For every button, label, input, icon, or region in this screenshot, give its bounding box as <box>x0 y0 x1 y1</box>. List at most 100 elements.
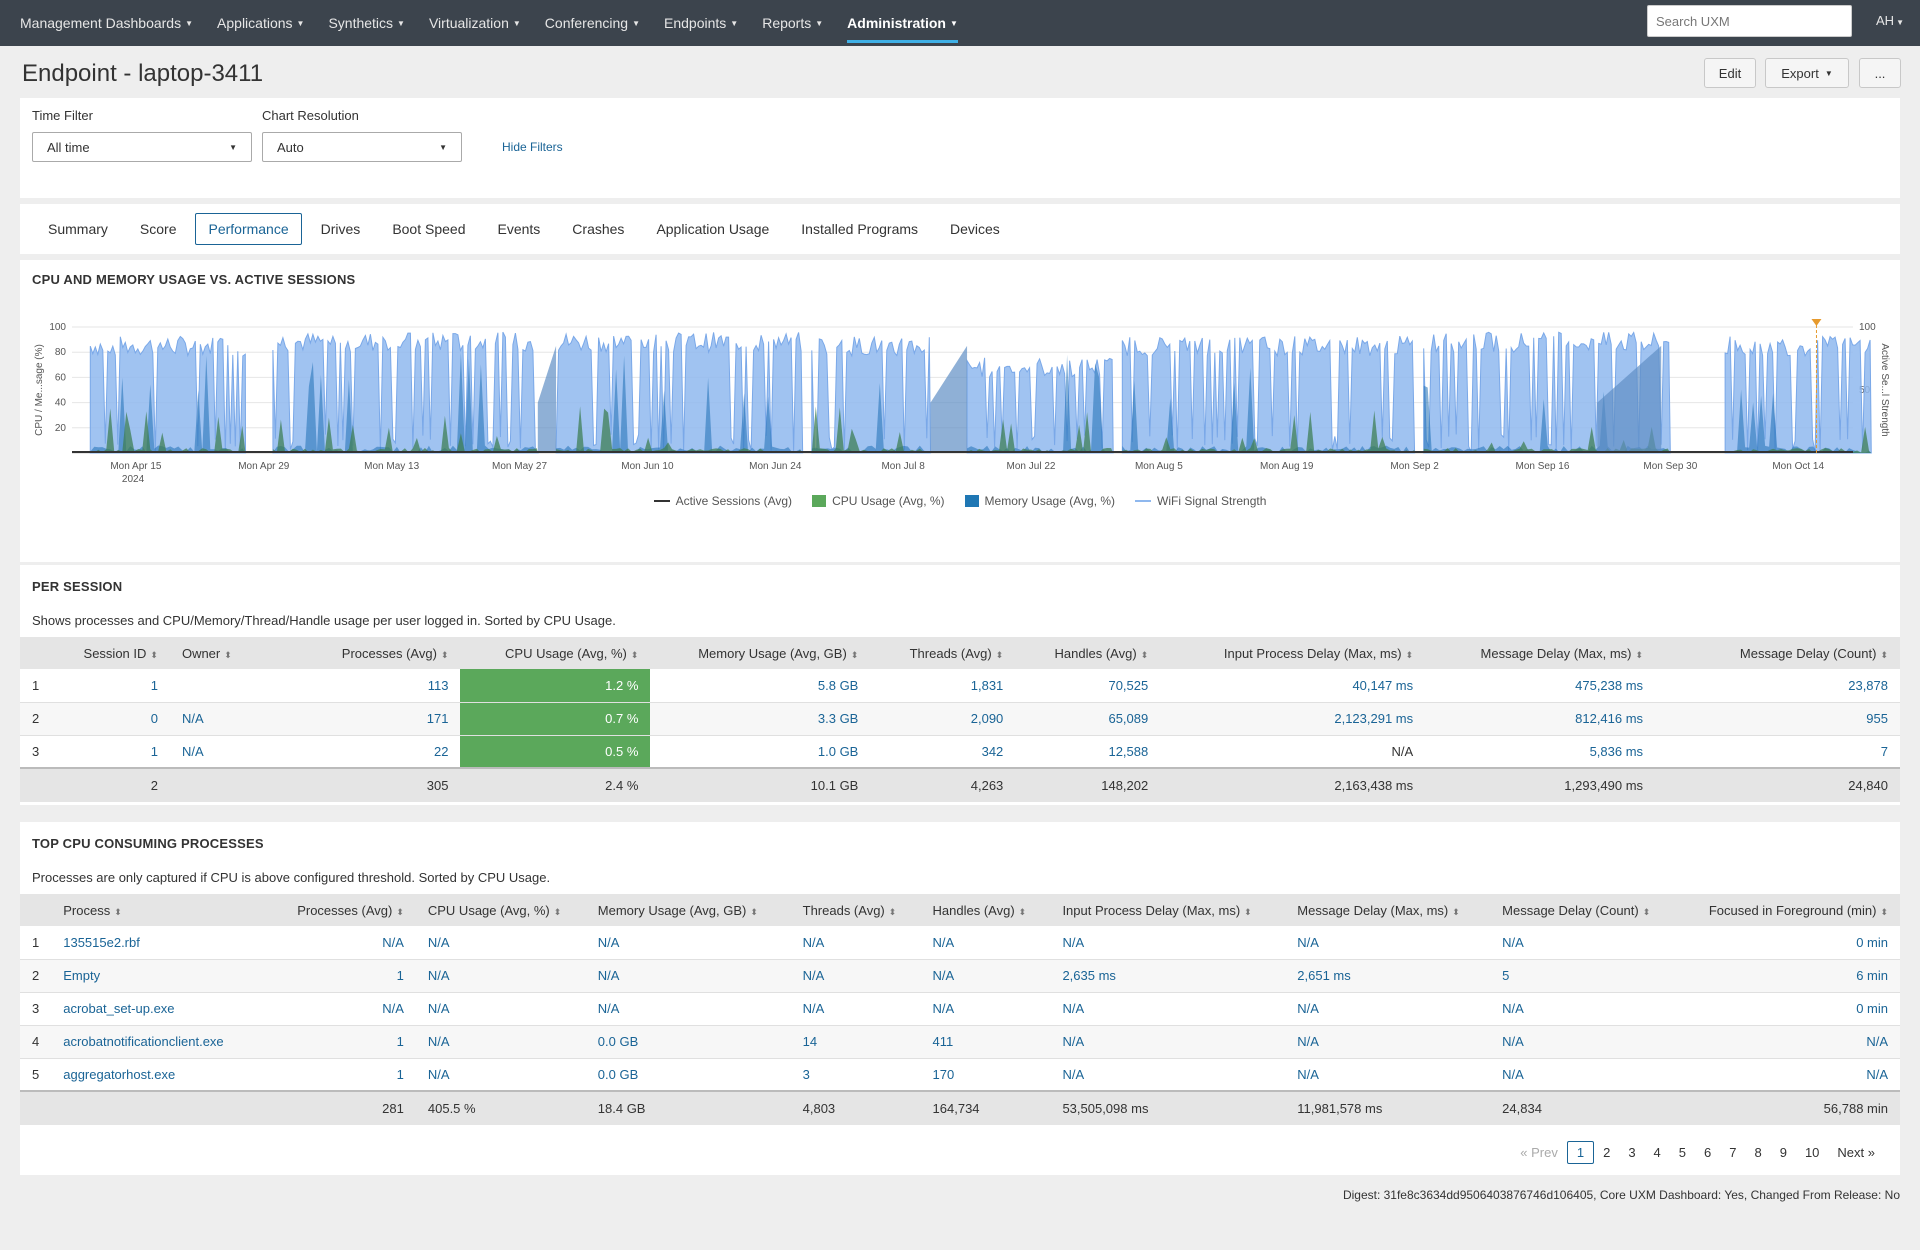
tab-score[interactable]: Score <box>139 221 177 237</box>
nav-item-management-dashboards[interactable]: Management Dashboards ▼ <box>8 0 205 46</box>
cell-memory[interactable]: 5.8 GB <box>650 669 871 703</box>
cell-process[interactable]: aggregatorhost.exe <box>51 1058 271 1092</box>
cell-owner[interactable]: N/A <box>169 702 330 736</box>
cell-input-delay[interactable]: 2,123,291 ms <box>1160 702 1426 736</box>
cell-handles[interactable]: N/A <box>920 992 1051 1026</box>
col-processes-avg[interactable]: Processes (Avg) ⬍ <box>330 637 461 669</box>
legend-item-cpu-usage-avg[interactable]: CPU Usage (Avg, %) <box>812 494 945 508</box>
export-button[interactable]: Export ▼ <box>1765 58 1849 88</box>
col-owner[interactable]: Owner ⬍ <box>170 637 330 669</box>
legend-item-memory-usage-avg[interactable]: Memory Usage (Avg, %) <box>964 494 1115 508</box>
col-message-delay-count[interactable]: Message Delay (Count) ⬍ <box>1655 637 1900 669</box>
cell-handles[interactable]: N/A <box>920 959 1051 993</box>
cell-memory[interactable]: N/A <box>585 926 791 960</box>
page-7-button[interactable]: 7 <box>1729 1145 1737 1160</box>
col-handles-avg[interactable]: Handles (Avg) ⬍ <box>1015 637 1160 669</box>
cell-cpu[interactable]: N/A <box>415 1058 586 1092</box>
cell-focused[interactable]: N/A <box>1685 1025 1900 1059</box>
cell-session[interactable]: 1 <box>59 735 170 769</box>
col-process[interactable]: Process ⬍ <box>51 894 271 926</box>
more-actions-button[interactable]: ... <box>1859 58 1901 88</box>
cell-session[interactable]: 1 <box>59 669 170 703</box>
nav-item-conferencing[interactable]: Conferencing ▼ <box>533 0 652 46</box>
cell-processes[interactable]: 171 <box>329 702 461 736</box>
col-focused-in-foreground-min[interactable]: Focused in Foreground (min) ⬍ <box>1685 894 1900 926</box>
cell-threads[interactable]: 3 <box>790 1058 921 1092</box>
tab-summary[interactable]: Summary <box>48 221 108 237</box>
search-input[interactable] <box>1647 5 1852 37</box>
cell-focused[interactable]: 0 min <box>1685 926 1900 960</box>
cell-process[interactable]: 135515e2.rbf <box>51 926 271 960</box>
cell-threads[interactable]: 2,090 <box>870 702 1016 736</box>
cell-handles[interactable]: 65,089 <box>1015 702 1161 736</box>
cell-input-delay[interactable]: 40,147 ms <box>1160 669 1426 703</box>
edit-button[interactable]: Edit <box>1704 58 1756 88</box>
cell-input-delay[interactable]: 2,635 ms <box>1050 959 1286 993</box>
cell-focused[interactable]: 6 min <box>1685 959 1900 993</box>
cell-msg-count[interactable]: N/A <box>1490 1058 1685 1092</box>
cell-msg-count[interactable]: N/A <box>1490 992 1685 1026</box>
tab-application-usage[interactable]: Application Usage <box>656 221 770 237</box>
tab-performance[interactable]: Performance <box>195 213 302 245</box>
legend-item-active-sessions-avg[interactable]: Active Sessions (Avg) <box>653 494 792 508</box>
cell-memory[interactable]: 1.0 GB <box>650 735 871 769</box>
cell-msg-count[interactable]: 5 <box>1490 959 1685 993</box>
page-3-button[interactable]: 3 <box>1628 1145 1636 1160</box>
cell-focused[interactable]: N/A <box>1685 1058 1900 1092</box>
annotation-marker-icon[interactable] <box>1811 319 1822 326</box>
cell-handles[interactable]: 12,588 <box>1015 735 1161 769</box>
cell-input-delay[interactable]: N/A <box>1050 992 1286 1026</box>
cell-handles[interactable]: 70,525 <box>1015 669 1161 703</box>
cell-threads[interactable]: 342 <box>870 735 1016 769</box>
tab-events[interactable]: Events <box>497 221 541 237</box>
chart-resolution-select[interactable]: Auto ▼ <box>262 132 462 162</box>
col-threads-avg[interactable]: Threads (Avg) ⬍ <box>870 637 1015 669</box>
tab-boot-speed[interactable]: Boot Speed <box>392 221 466 237</box>
page-9-button[interactable]: 9 <box>1779 1145 1787 1160</box>
cell-threads[interactable]: N/A <box>790 926 921 960</box>
page-2-button[interactable]: 2 <box>1603 1145 1611 1160</box>
legend-item-wifi-signal-strength[interactable]: WiFi Signal Strength <box>1135 494 1266 508</box>
cell-session[interactable]: 0 <box>59 702 170 736</box>
cell-input-delay[interactable]: N/A <box>1050 1025 1286 1059</box>
nav-item-administration[interactable]: Administration ▼ <box>835 0 970 46</box>
col-handles-avg[interactable]: Handles (Avg) ⬍ <box>921 894 1051 926</box>
tab-drives[interactable]: Drives <box>320 221 361 237</box>
user-menu[interactable]: AH ▼ <box>1876 13 1904 28</box>
cell-processes[interactable]: 22 <box>329 735 461 769</box>
tab-devices[interactable]: Devices <box>950 221 1000 237</box>
cell-cpu[interactable]: N/A <box>415 926 586 960</box>
col-cpu-usage-avg[interactable]: CPU Usage (Avg, %) ⬍ <box>460 637 650 669</box>
col-threads-avg[interactable]: Threads (Avg) ⬍ <box>791 894 921 926</box>
cell-memory[interactable]: N/A <box>585 992 791 1026</box>
nav-item-synthetics[interactable]: Synthetics ▼ <box>316 0 417 46</box>
next-page-button[interactable]: Next » <box>1837 1145 1875 1160</box>
cell-input-delay[interactable]: N/A <box>1050 926 1286 960</box>
col-memory-usage-avg-gb[interactable]: Memory Usage (Avg, GB) ⬍ <box>586 894 791 926</box>
col-cpu-usage-avg[interactable]: CPU Usage (Avg, %) ⬍ <box>416 894 586 926</box>
col-input-process-delay-max-ms[interactable]: Input Process Delay (Max, ms) ⬍ <box>1160 637 1425 669</box>
page-4-button[interactable]: 4 <box>1653 1145 1661 1160</box>
cell-memory[interactable]: 0.0 GB <box>585 1058 791 1092</box>
cell-processes[interactable]: N/A <box>270 992 416 1026</box>
prev-page-button[interactable]: « Prev <box>1520 1145 1558 1160</box>
page-8-button[interactable]: 8 <box>1754 1145 1762 1160</box>
cell-process[interactable]: acrobat_set-up.exe <box>51 992 271 1026</box>
cell-processes[interactable]: 1 <box>270 1058 416 1092</box>
cell-handles[interactable]: 411 <box>920 1025 1051 1059</box>
nav-item-applications[interactable]: Applications ▼ <box>205 0 316 46</box>
cell-threads[interactable]: N/A <box>790 992 921 1026</box>
cell-msg-count[interactable]: N/A <box>1490 926 1685 960</box>
cell-msg-delay[interactable]: N/A <box>1285 1058 1491 1092</box>
cell-msg-delay[interactable]: 475,238 ms <box>1425 669 1656 703</box>
nav-item-endpoints[interactable]: Endpoints ▼ <box>652 0 750 46</box>
tab-crashes[interactable]: Crashes <box>572 221 625 237</box>
col-input-process-delay-max-ms[interactable]: Input Process Delay (Max, ms) ⬍ <box>1050 894 1285 926</box>
page-10-button[interactable]: 10 <box>1804 1145 1820 1160</box>
cell-memory[interactable]: 3.3 GB <box>650 702 871 736</box>
cell-memory[interactable]: 0.0 GB <box>585 1025 791 1059</box>
cell-process[interactable]: Empty <box>51 959 271 993</box>
cell-msg-count[interactable]: 7 <box>1655 735 1900 769</box>
cell-handles[interactable]: N/A <box>920 926 1051 960</box>
cell-msg-delay[interactable]: N/A <box>1285 926 1491 960</box>
